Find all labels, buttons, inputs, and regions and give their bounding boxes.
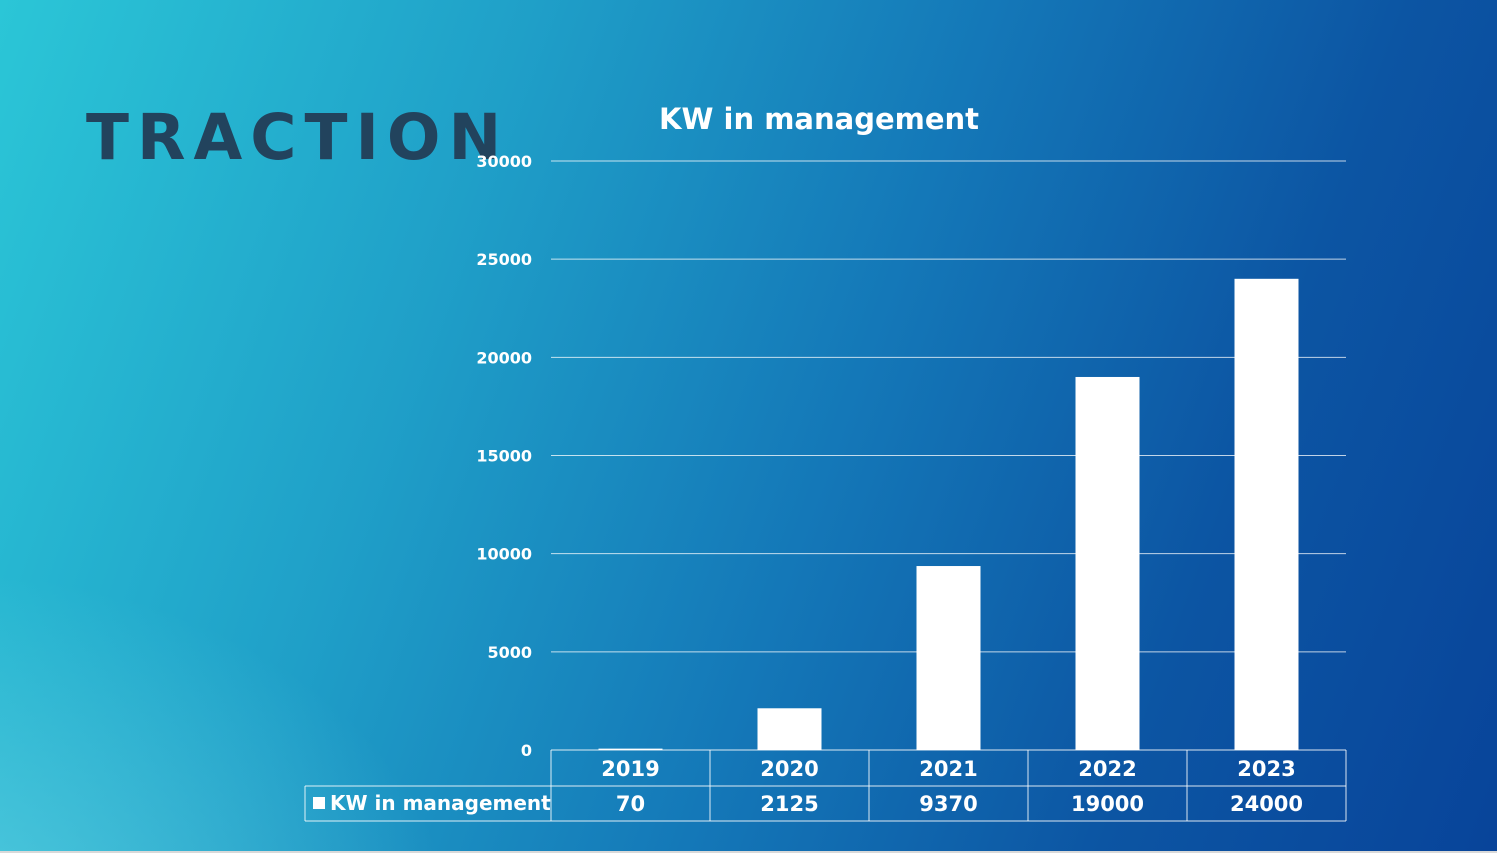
y-tick-label: 20000: [476, 348, 532, 367]
bar-2023: [1234, 278, 1299, 750]
bar-2019: [598, 748, 663, 750]
data-table: 2019 70 2020 2125 2021 9370 2022 19000 2023 24000…: [304, 749, 1347, 822]
bars: [598, 278, 1299, 750]
y-tick-label: 30000: [476, 152, 532, 171]
data-table-value: 19000: [1071, 792, 1144, 816]
x-category-label: 2022: [1078, 757, 1136, 781]
y-tick-label: 10000: [476, 545, 532, 564]
y-tick-label: 0: [521, 741, 532, 760]
bar-2020: [757, 708, 822, 750]
y-tick-label: 15000: [476, 447, 532, 466]
data-table-value: 2125: [760, 792, 818, 816]
y-tick-label: 25000: [476, 250, 532, 269]
x-category-label: 2020: [760, 757, 818, 781]
y-axis-tick-labels: 0 5000 10000 15000 20000 25000 30000: [476, 152, 532, 760]
data-table-value: 70: [616, 792, 645, 816]
x-category-label: 2019: [601, 757, 659, 781]
legend-series-name: KW in management: [330, 791, 551, 815]
data-table-value: 24000: [1230, 792, 1303, 816]
x-category-label: 2023: [1237, 757, 1295, 781]
gridlines: [551, 160, 1346, 653]
slide-title: TRACTION: [86, 101, 510, 174]
bar-2022: [1075, 376, 1140, 750]
data-table-value: 9370: [919, 792, 977, 816]
legend-swatch: [313, 797, 325, 809]
y-tick-label: 5000: [487, 643, 532, 662]
x-category-label: 2021: [919, 757, 977, 781]
bottom-edge: [0, 851, 1497, 853]
bar-2021: [916, 566, 981, 750]
chart-title: KW in management: [659, 102, 979, 136]
